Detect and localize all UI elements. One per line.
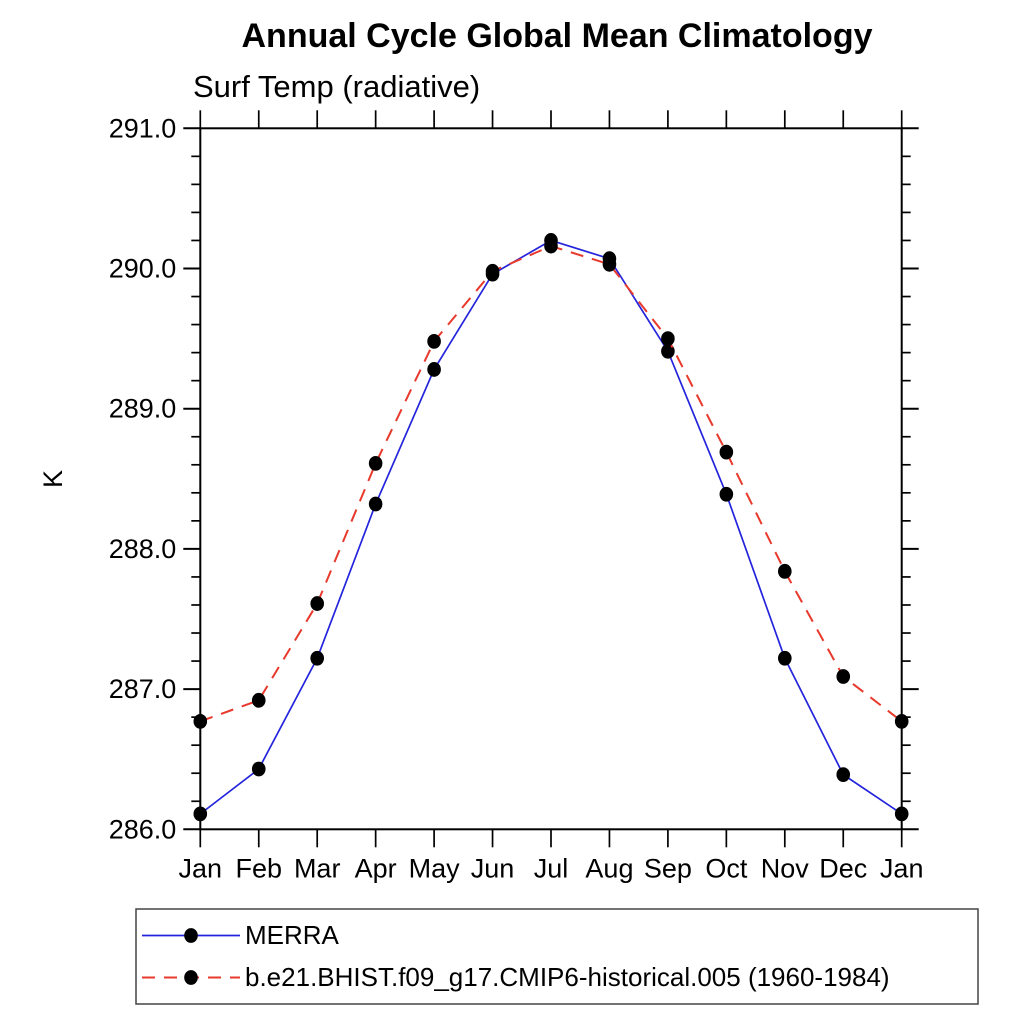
legend-line-samples	[142, 928, 240, 985]
x-tick-label: Mar	[294, 853, 341, 883]
data-point-marker	[193, 713, 208, 729]
data-point-marker	[193, 806, 208, 822]
x-tick-label: Feb	[235, 853, 282, 883]
data-point-marker	[251, 761, 266, 777]
x-tick-label: Nov	[761, 853, 810, 883]
data-point-marker	[368, 455, 383, 471]
x-tick-label: Jul	[534, 853, 569, 883]
y-axis-tick-labels: 286.0 287.0 288.0 289.0 290.0 291.0	[109, 113, 177, 844]
legend-border	[135, 908, 979, 1005]
x-tick-label: May	[409, 853, 461, 883]
y-tick-label: 290.0	[109, 254, 177, 284]
x-tick-label: Apr	[355, 853, 397, 883]
data-point-marker	[894, 806, 909, 822]
axes	[183, 110, 919, 848]
chart-subtitle: Surf Temp (radiative)	[193, 69, 480, 104]
data-series	[193, 233, 909, 822]
data-point-marker	[368, 496, 383, 512]
data-point-marker	[836, 669, 851, 684]
x-axis-tick-labels: Jan Feb Mar Apr May Jun Jul Aug Sep Oct Nov Dec Jan	[179, 853, 924, 883]
x-tick-label: Sep	[644, 853, 692, 883]
legend-label-model: b.e21.BHIST.f09_g17.CMIP6-historical.005…	[245, 962, 890, 992]
data-point-marker	[602, 256, 617, 272]
y-tick-label: 288.0	[109, 534, 177, 564]
data-point-marker	[485, 263, 500, 279]
data-point-marker	[778, 563, 792, 579]
x-tick-label: Jun	[471, 853, 515, 883]
series-merra	[193, 233, 909, 822]
x-tick-label: Jan	[179, 853, 223, 883]
data-point-marker	[661, 331, 675, 346]
data-point-marker	[251, 692, 266, 708]
data-point-marker	[719, 444, 734, 460]
data-point-marker	[836, 767, 851, 783]
legend-marker-sample	[184, 970, 198, 985]
y-tick-label: 289.0	[109, 394, 177, 424]
legend-box: MERRA b.e21.BHIST.f09_g17.CMIP6-historic…	[135, 908, 979, 1005]
data-point-marker	[661, 343, 675, 359]
merra-line	[199, 239, 903, 815]
series-model	[193, 238, 909, 729]
data-point-marker	[778, 650, 792, 666]
data-point-marker	[894, 713, 909, 729]
data-point-marker	[544, 238, 558, 254]
y-tick-label: 286.0	[109, 814, 177, 844]
data-point-marker	[427, 362, 441, 377]
chart-title: Annual Cycle Global Mean Climatology	[242, 17, 873, 55]
data-point-marker	[719, 486, 734, 502]
y-tick-label: 291.0	[109, 113, 177, 143]
y-axis-label: K	[38, 470, 68, 488]
y-tick-label: 287.0	[109, 674, 177, 704]
x-tick-label: Aug	[585, 853, 633, 883]
data-point-marker	[310, 650, 325, 666]
x-tick-label: Jan	[880, 853, 924, 883]
data-point-marker	[427, 334, 441, 349]
data-point-marker	[310, 596, 325, 611]
legend-label-merra: MERRA	[245, 920, 340, 950]
x-tick-label: Oct	[705, 853, 748, 883]
legend-marker-sample	[184, 928, 198, 943]
x-tick-label: Dec	[819, 853, 867, 883]
model-line	[199, 245, 903, 723]
